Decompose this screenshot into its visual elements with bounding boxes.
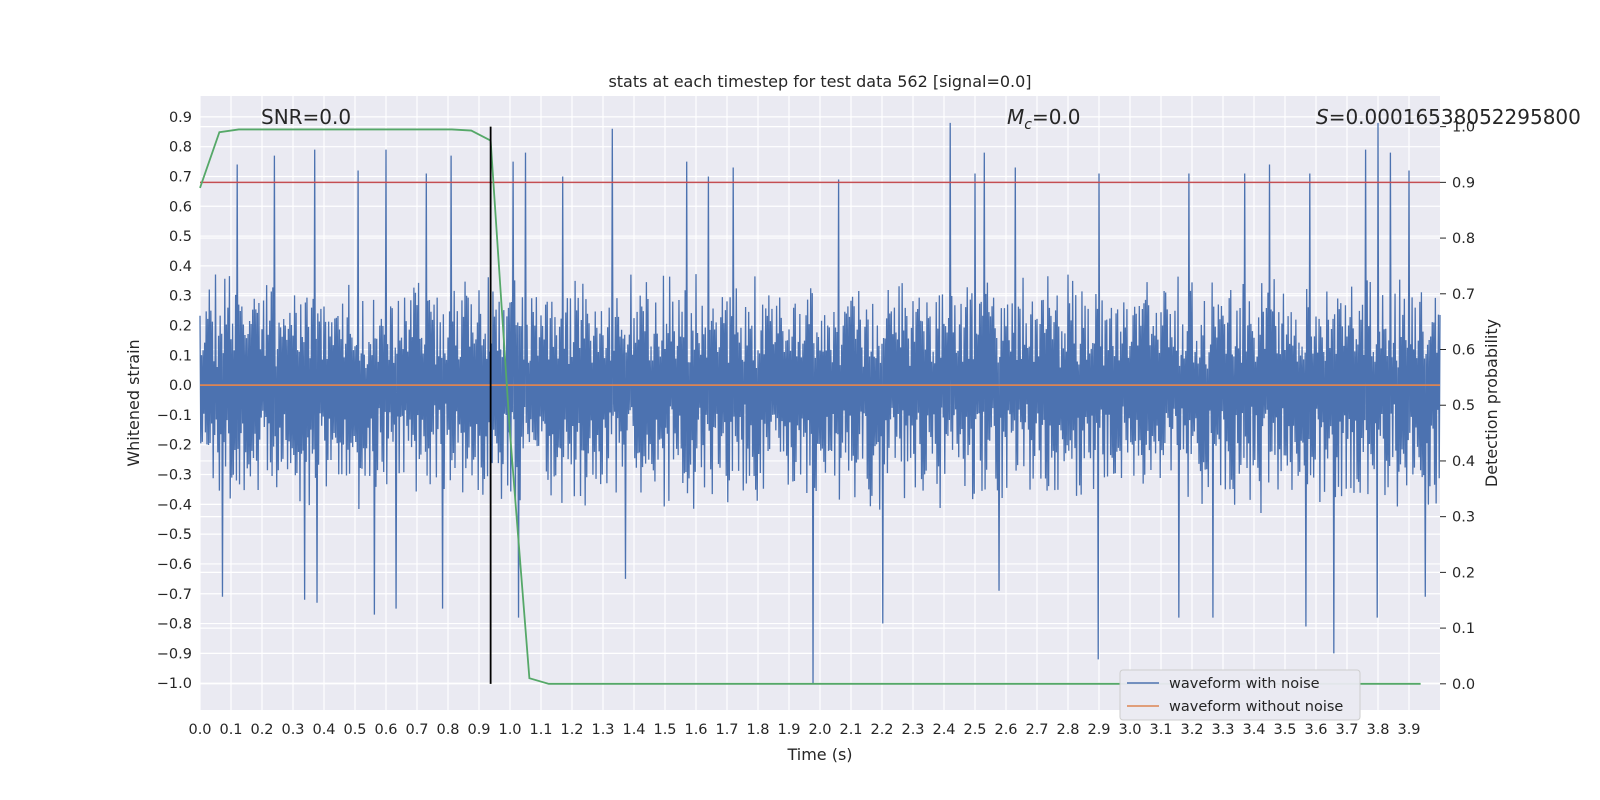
x-tick-label: 2.5 bbox=[963, 722, 986, 738]
y-tick-label: 0.0 bbox=[169, 378, 192, 394]
x-tick-label: 0.7 bbox=[405, 722, 428, 738]
x-tick-label: 3.7 bbox=[1335, 722, 1358, 738]
chirp-mass-annotation: Mc=0.0 bbox=[1007, 105, 1081, 133]
x-tick-label: 1.9 bbox=[777, 722, 800, 738]
x-tick-label: 0.8 bbox=[436, 722, 459, 738]
x-tick-label: 1.4 bbox=[622, 722, 645, 738]
series-layer bbox=[199, 122, 1441, 685]
y-tick-label: 0.2 bbox=[169, 319, 192, 335]
x-tick-label: 2.1 bbox=[839, 722, 862, 738]
y2-tick-label: 0.3 bbox=[1452, 510, 1475, 526]
legend-box bbox=[1119, 669, 1361, 721]
y-tick-label: −0.4 bbox=[157, 497, 192, 513]
x-tick-label: 0.2 bbox=[250, 722, 273, 738]
x-tick-label: 0.5 bbox=[343, 722, 366, 738]
y-tick-label: −0.7 bbox=[157, 587, 192, 603]
x-tick-label: 2.4 bbox=[932, 722, 955, 738]
x-tick-label: 3.9 bbox=[1397, 722, 1420, 738]
y2-tick-label: 0.9 bbox=[1452, 175, 1475, 191]
x-tick-label: 0.1 bbox=[219, 722, 242, 738]
x-tick-label: 3.4 bbox=[1242, 722, 1265, 738]
x-tick-label: 0.6 bbox=[374, 722, 397, 738]
x-axis-label: Time (s) bbox=[786, 745, 852, 764]
x-tick-label: 0.4 bbox=[312, 722, 335, 738]
x-tick-label: 3.2 bbox=[1180, 722, 1203, 738]
y-tick-label: −0.8 bbox=[157, 617, 192, 633]
y-tick-label: 0.6 bbox=[169, 199, 192, 215]
y2-tick-label: 0.1 bbox=[1452, 621, 1475, 637]
x-tick-label: 0.0 bbox=[188, 722, 211, 738]
x-tick-label: 3.1 bbox=[1149, 722, 1172, 738]
y2-tick-label: 0.0 bbox=[1452, 677, 1475, 693]
chirp-mass-value: =0.0 bbox=[1032, 105, 1081, 129]
x-tick-label: 2.0 bbox=[808, 722, 831, 738]
y2-tick-label: 0.6 bbox=[1452, 343, 1475, 359]
y2-tick-label: 0.8 bbox=[1452, 231, 1475, 247]
x-tick-label: 0.9 bbox=[467, 722, 490, 738]
y-tick-label: −0.9 bbox=[157, 646, 192, 662]
y2-tick-label: 0.2 bbox=[1452, 565, 1475, 581]
y-axis-label: Whitened strain bbox=[124, 339, 143, 466]
series-waveform-with-noise bbox=[199, 122, 1441, 684]
x-tick-label: 2.3 bbox=[901, 722, 924, 738]
x-tick-label: 2.7 bbox=[1025, 722, 1048, 738]
snr-annotation: SNR=0.0 bbox=[261, 105, 351, 129]
y-tick-label: −0.2 bbox=[157, 438, 192, 454]
y-tick-label: −0.3 bbox=[157, 468, 192, 484]
chirp-mass-symbol: M bbox=[1007, 105, 1024, 129]
y-tick-label: −0.6 bbox=[157, 557, 192, 573]
s-value: =0.00016538052295800 bbox=[1329, 105, 1581, 129]
x-tick-label: 1.1 bbox=[529, 722, 552, 738]
x-tick-label: 1.0 bbox=[498, 722, 521, 738]
x-tick-label: 3.0 bbox=[1118, 722, 1141, 738]
ticks-layer: 0.0 0.1 0.2 0.3 0.4 0.5 0.6 0.7 0.8 0.9 1.0 1.1 1.2 1… bbox=[157, 110, 1475, 738]
y2-tick-label: 0.5 bbox=[1452, 398, 1475, 414]
x-tick-label: 1.3 bbox=[591, 722, 614, 738]
y2-tick-label: 0.7 bbox=[1452, 287, 1475, 303]
chirp-mass-subscript: c bbox=[1024, 117, 1032, 133]
x-tick-label: 3.3 bbox=[1211, 722, 1234, 738]
y-tick-label: 0.1 bbox=[169, 348, 192, 364]
x-tick-label: 3.5 bbox=[1273, 722, 1296, 738]
x-tick-label: 3.6 bbox=[1304, 722, 1327, 738]
x-tick-label: 2.9 bbox=[1087, 722, 1110, 738]
y-tick-label: 0.4 bbox=[169, 259, 192, 275]
x-tick-label: 3.8 bbox=[1366, 722, 1389, 738]
y2-tick-label: 1.0 bbox=[1452, 120, 1475, 136]
x-tick-label: 1.7 bbox=[715, 722, 738, 738]
y-tick-label: 0.7 bbox=[169, 169, 192, 185]
s-annotation: S=0.00016538052295800 bbox=[1316, 105, 1581, 129]
y-tick-label: −0.5 bbox=[157, 527, 192, 543]
x-tick-label: 2.2 bbox=[870, 722, 893, 738]
x-tick-label: 1.6 bbox=[684, 722, 707, 738]
y-tick-label: 0.5 bbox=[169, 229, 192, 245]
x-tick-label: 0.3 bbox=[281, 722, 304, 738]
x-tick-label: 1.5 bbox=[653, 722, 676, 738]
chart-title: stats at each timestep for test data 562… bbox=[608, 72, 1031, 91]
x-tick-label: 2.8 bbox=[1056, 722, 1079, 738]
series-detection-probability bbox=[199, 128, 1421, 685]
x-tick-label: 1.2 bbox=[560, 722, 583, 738]
s-symbol: S bbox=[1316, 105, 1329, 129]
y2-tick-label: 0.4 bbox=[1452, 454, 1475, 470]
y2-axis-label: Detection probability bbox=[1482, 319, 1501, 487]
legend-label-noise: waveform with noise bbox=[1169, 676, 1320, 692]
x-tick-label: 2.6 bbox=[994, 722, 1017, 738]
y-tick-label: −1.0 bbox=[157, 676, 192, 692]
x-tick-label: 1.8 bbox=[746, 722, 769, 738]
y-tick-label: 0.3 bbox=[169, 289, 192, 305]
y-tick-label: −0.1 bbox=[157, 408, 192, 424]
legend-label-clean: waveform without noise bbox=[1169, 699, 1343, 715]
y-tick-label: 0.8 bbox=[169, 140, 192, 156]
y-tick-label: 0.9 bbox=[169, 110, 192, 126]
legend: waveform with noise waveform without noi… bbox=[1119, 669, 1361, 721]
